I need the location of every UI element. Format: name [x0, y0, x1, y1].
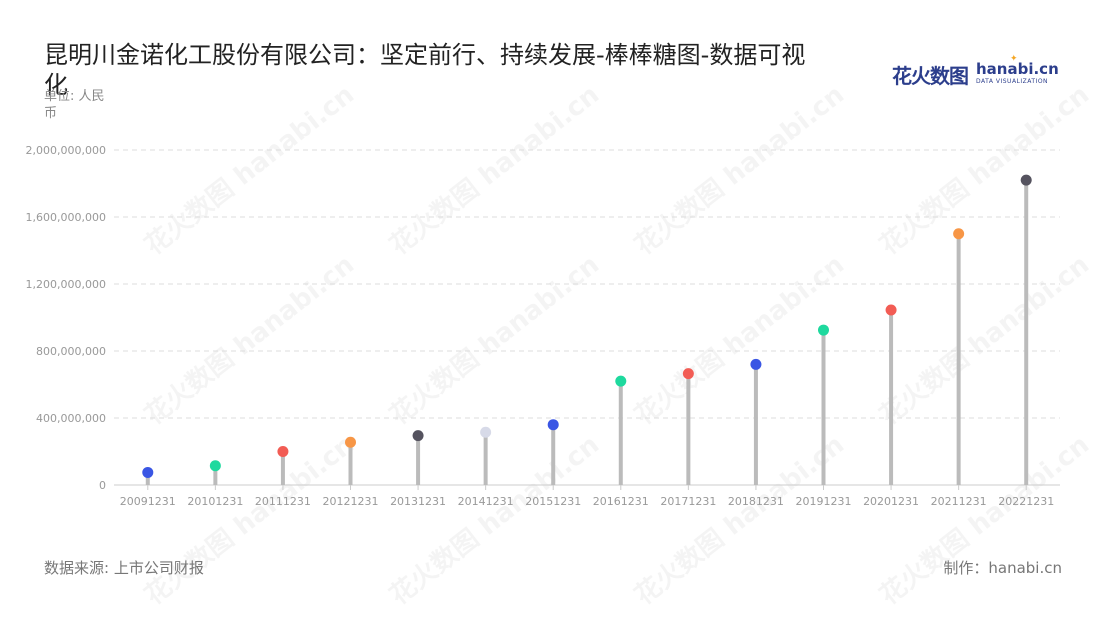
lollipop-dot	[885, 304, 897, 316]
lollipop-dot	[750, 358, 762, 370]
lollipop-dot	[818, 324, 829, 336]
data-source: 数据来源: 上市公司财报	[44, 559, 204, 577]
logo-sub-text: DATA VISUALIZATION	[976, 78, 1049, 85]
maker-credit: 制作：hanabi.cn	[943, 559, 1062, 577]
x-tick-label: 20151231	[525, 495, 581, 508]
brand-logo: 花火数图 hanabi.cn DATA VISUALIZATION ✦	[892, 54, 1059, 88]
lollipop-dot	[142, 466, 154, 478]
lollipop-dot	[615, 375, 627, 387]
x-tick-label: 20191231	[796, 495, 852, 508]
lollipop-dot	[480, 426, 492, 438]
x-tick-label: 20211231	[931, 495, 987, 508]
x-tick-label: 20091231	[120, 495, 176, 508]
x-tick-label: 20201231	[863, 495, 919, 508]
logo-en-text: hanabi.cn	[976, 60, 1059, 78]
x-tick-label: 20101231	[187, 495, 243, 508]
lollipop-dot	[1020, 174, 1032, 186]
y-tick-label: 1,600,000,000	[26, 211, 106, 224]
x-tick-label: 20221231	[998, 495, 1054, 508]
y-tick-label: 800,000,000	[36, 345, 106, 358]
chart-title: 昆明川金诺化工股份有限公司：坚定前行、持续发展-棒棒糖图-数据可视化	[44, 41, 806, 99]
lollipop-dot	[547, 419, 559, 431]
lollipop-dot	[277, 446, 289, 457]
x-tick-label: 20161231	[593, 495, 649, 508]
lollipop-dot	[953, 228, 965, 240]
lollipop-dot	[345, 436, 356, 448]
y-tick-label: 2,000,000,000	[26, 144, 106, 157]
lollipop-dot	[682, 368, 694, 380]
x-tick-label: 20181231	[728, 495, 784, 508]
y-tick-label: 400,000,000	[36, 412, 106, 425]
y-tick-label: 0	[99, 479, 106, 492]
y-tick-label: 1,200,000,000	[26, 278, 106, 291]
spark-icon: ✦	[1010, 54, 1018, 64]
x-tick-label: 20111231	[255, 495, 311, 508]
logo-cn-text: 花火数图	[892, 64, 969, 88]
x-tick-label: 20171231	[660, 495, 716, 508]
x-tick-label: 20131231	[390, 495, 446, 508]
lollipop-dot	[209, 460, 221, 472]
unit-label: 单位: 人民币	[44, 89, 105, 121]
x-tick-label: 20121231	[323, 495, 379, 508]
lollipop-dot	[412, 430, 424, 442]
x-tick-label: 20141231	[458, 495, 514, 508]
